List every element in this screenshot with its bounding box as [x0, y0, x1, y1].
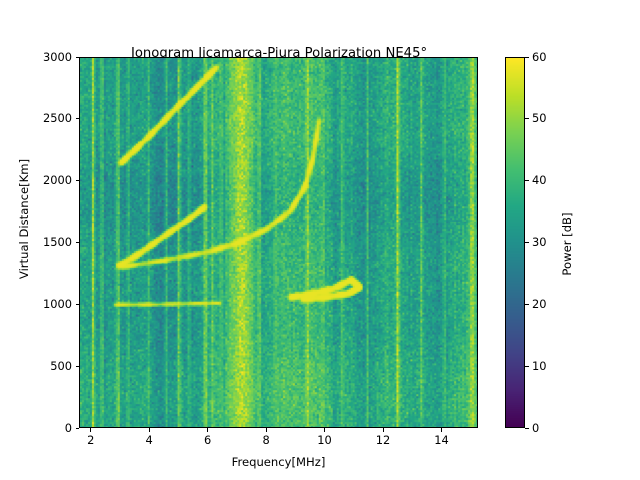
colorbar-gradient — [506, 58, 524, 427]
colorbar-tick-mark — [525, 242, 529, 243]
x-tick-mark — [324, 428, 326, 432]
colorbar-label: Power [dB] — [560, 212, 574, 276]
x-tick-mark — [382, 428, 384, 432]
y-tick-mark — [75, 242, 79, 243]
y-tick-mark — [75, 118, 79, 120]
y-tick-label: 0 — [64, 420, 72, 435]
y-tick-label: 1500 — [43, 235, 72, 249]
x-tick-mark — [90, 428, 92, 432]
colorbar-tick-mark — [525, 365, 529, 367]
x-tick-label: 8 — [262, 433, 270, 447]
y-tick-label: 1000 — [43, 296, 72, 311]
y-tick-mark — [75, 303, 79, 305]
plot-area[interactable] — [79, 57, 478, 428]
x-tick-label: 4 — [145, 433, 153, 447]
colorbar-tick-label: 0 — [532, 420, 540, 435]
colorbar-tick-label: 60 — [532, 49, 547, 64]
colorbar-tick-label: 30 — [532, 235, 547, 249]
x-tick-label: 10 — [317, 433, 332, 447]
colorbar-tick-mark — [525, 56, 529, 58]
colorbar-tick-label: 10 — [532, 358, 547, 373]
y-tick-mark — [75, 365, 79, 367]
colorbar-tick-label: 50 — [532, 111, 547, 126]
x-tick-label: 12 — [375, 433, 391, 447]
y-tick-mark — [75, 427, 79, 429]
y-tick-label: 3000 — [43, 49, 72, 64]
x-tick-label: 2 — [87, 433, 95, 447]
x-tick-mark — [440, 428, 442, 432]
colorbar — [505, 57, 525, 428]
colorbar-tick-mark — [525, 427, 529, 429]
colorbar-tick-mark — [525, 303, 529, 305]
x-tick-label: 6 — [203, 433, 212, 447]
colorbar-tick-label: 20 — [532, 296, 547, 311]
x-tick-label: 14 — [434, 433, 449, 447]
x-tick-mark — [207, 428, 209, 432]
x-tick-mark — [265, 428, 267, 432]
ionogram-heatmap — [80, 58, 477, 427]
y-tick-mark — [75, 180, 79, 182]
x-axis-label: Frequency[MHz] — [231, 455, 326, 469]
y-axis-label: Virtual Distance[Km] — [17, 158, 31, 280]
y-tick-mark — [75, 56, 79, 58]
colorbar-tick-label: 40 — [532, 173, 547, 188]
y-tick-label: 2000 — [43, 173, 72, 188]
y-tick-label: 500 — [50, 358, 72, 373]
colorbar-tick-mark — [525, 180, 529, 182]
x-tick-mark — [148, 428, 150, 432]
colorbar-tick-mark — [525, 118, 529, 120]
y-tick-label: 2500 — [43, 111, 72, 126]
